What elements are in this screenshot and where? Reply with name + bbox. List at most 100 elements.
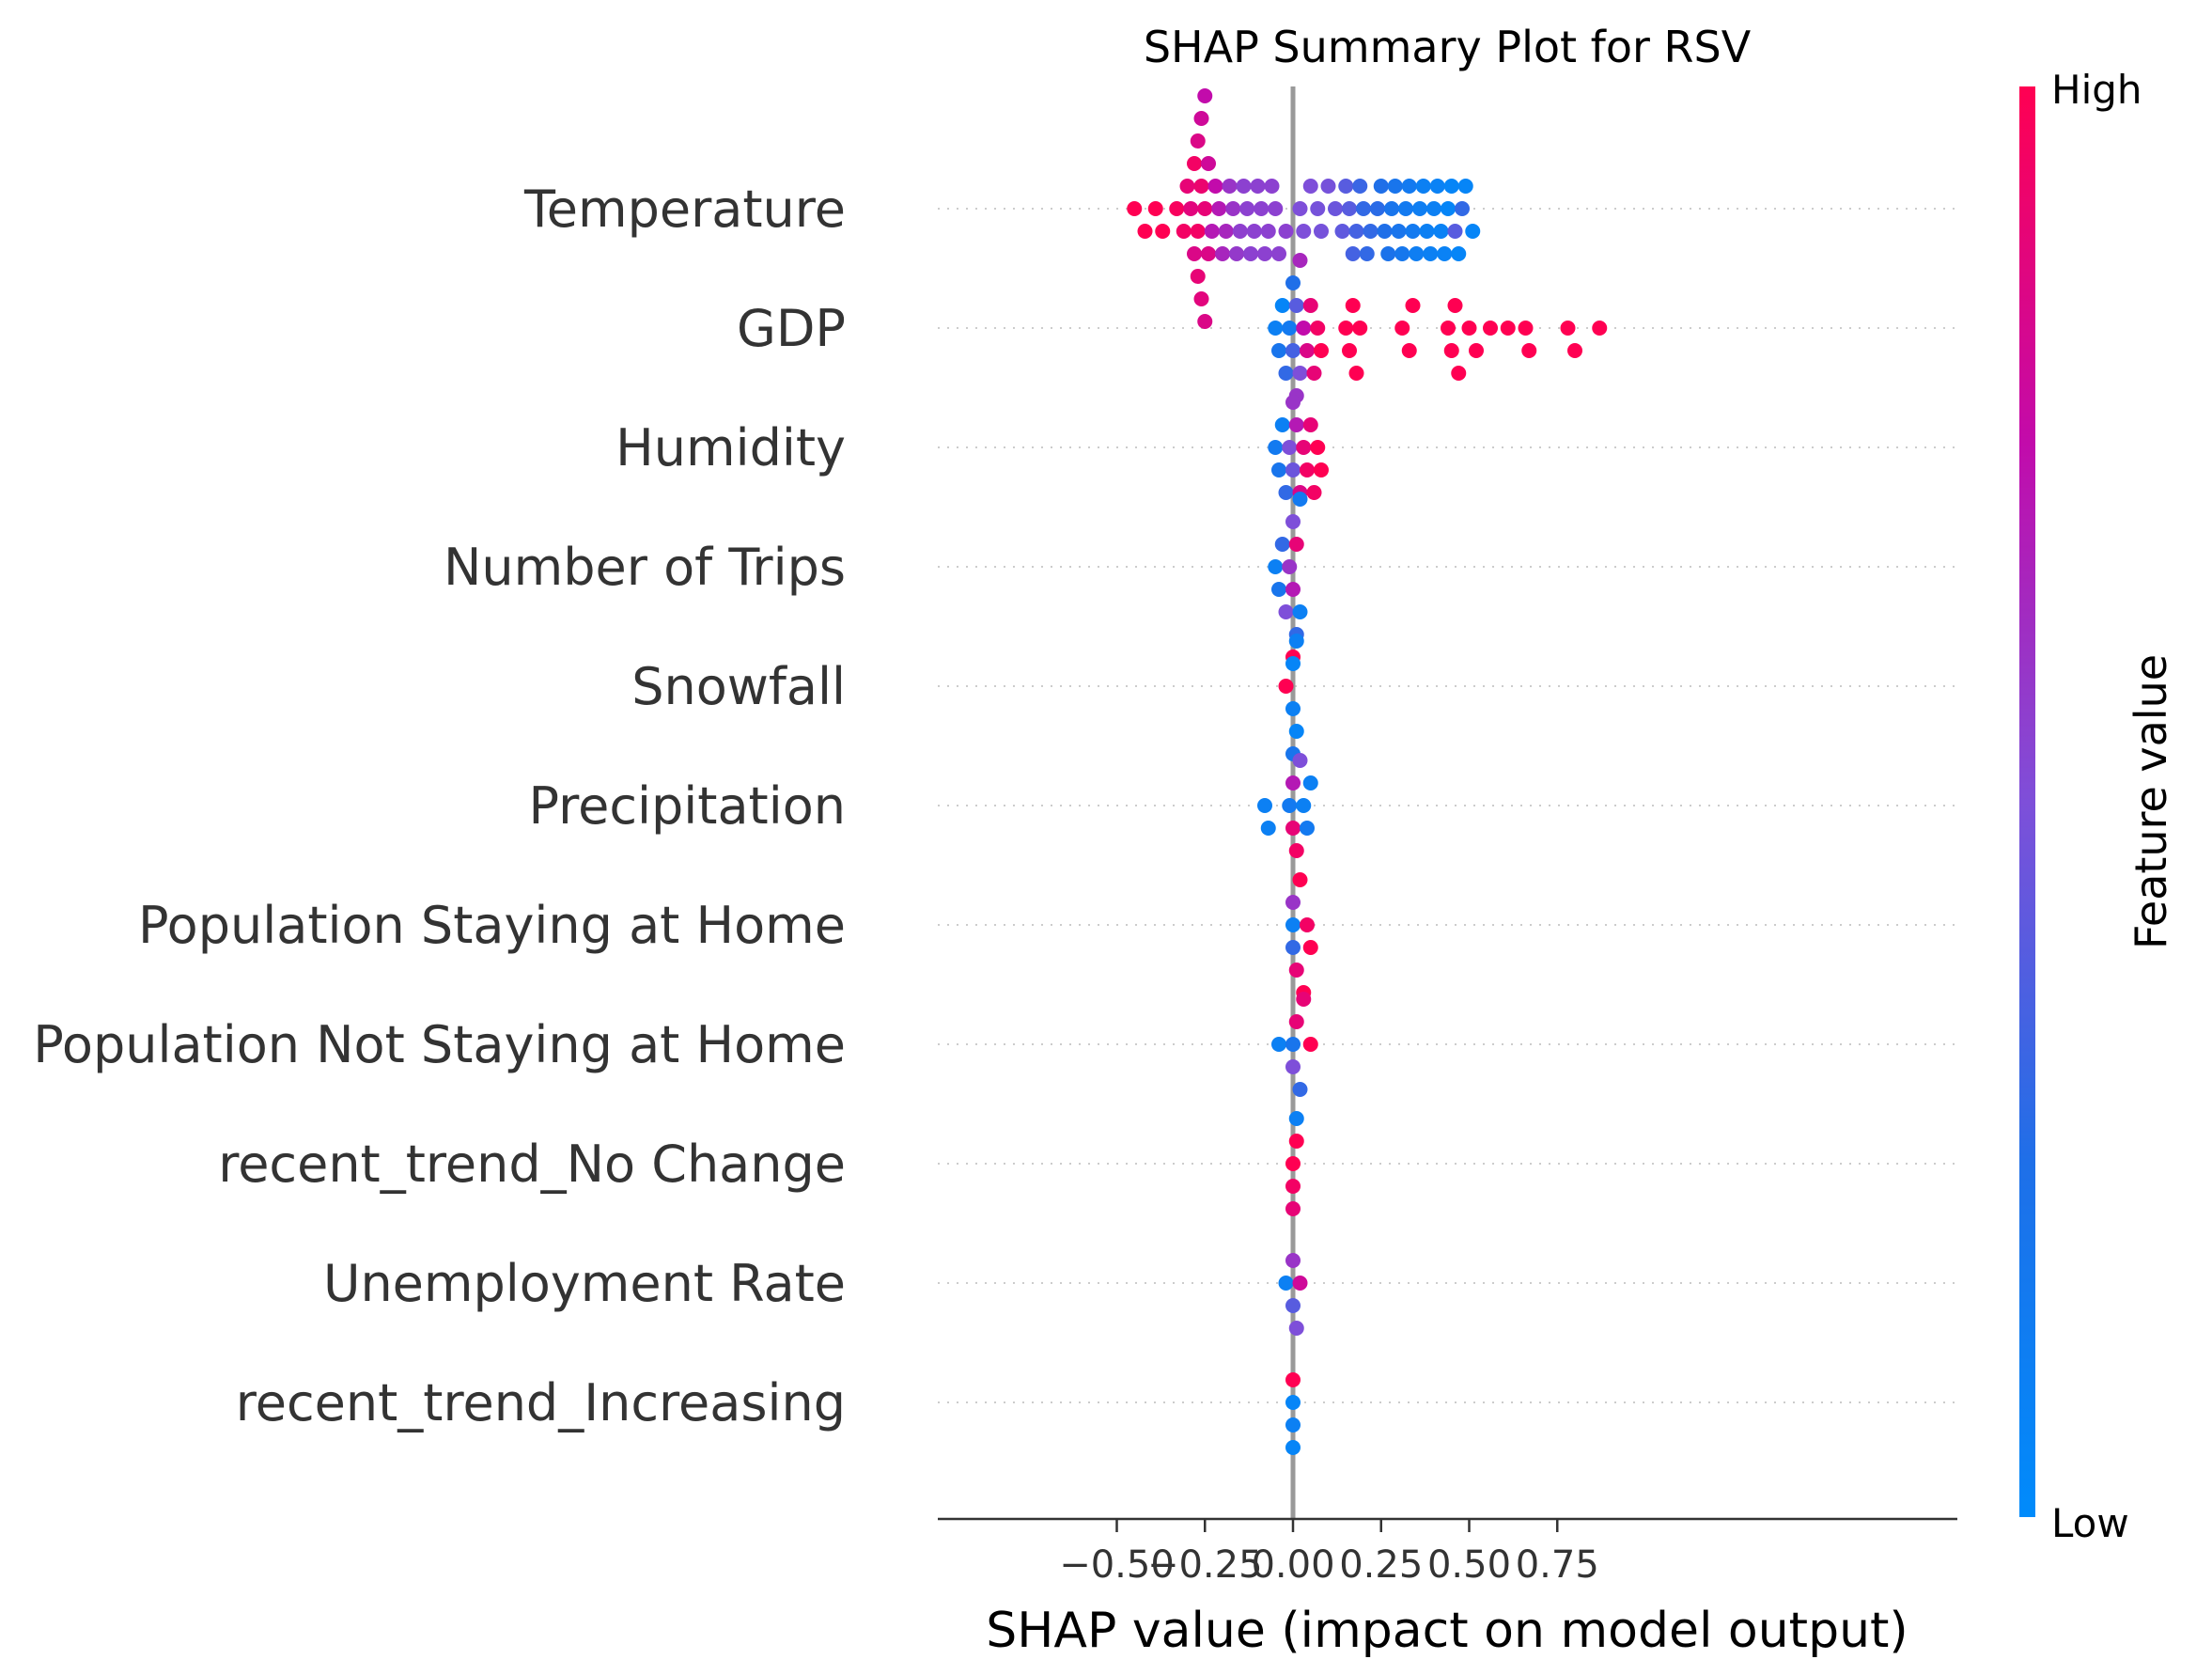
shap-points — [1127, 88, 1608, 1455]
shap-point — [1190, 133, 1206, 149]
shap-point — [1201, 246, 1216, 261]
shap-point — [1288, 1321, 1304, 1336]
shap-point — [1229, 246, 1244, 261]
shap-point — [1288, 634, 1304, 649]
shap-point — [1567, 343, 1582, 358]
shap-point — [1398, 201, 1413, 216]
shap-point — [1285, 895, 1301, 910]
shap-point — [1193, 111, 1209, 126]
shap-point — [1285, 343, 1301, 358]
feature-label: Population Not Staying at Home — [33, 1015, 846, 1074]
shap-point — [1285, 1298, 1301, 1313]
shap-point — [1345, 298, 1361, 313]
shap-point — [1264, 179, 1280, 194]
shap-point — [1147, 201, 1163, 216]
shap-point — [1282, 321, 1298, 336]
feature-row-guides — [938, 208, 1957, 1403]
shap-point — [1257, 246, 1272, 261]
shap-point — [1296, 224, 1312, 239]
shap-point — [1268, 321, 1284, 336]
shap-point — [1288, 537, 1304, 552]
shap-point — [1352, 179, 1368, 194]
shap-point — [1211, 201, 1227, 216]
shap-point — [1236, 179, 1252, 194]
shap-point — [1250, 179, 1266, 194]
shap-point — [1387, 179, 1403, 194]
shap-point — [1433, 224, 1449, 239]
shap-point — [1271, 246, 1286, 261]
shap-point — [1352, 321, 1368, 336]
feature-labels: Temperature GDP Humidity Number of Trips Sno… — [33, 180, 846, 1432]
shap-point — [1342, 343, 1357, 358]
shap-point — [1338, 179, 1354, 194]
shap-point — [1441, 321, 1456, 336]
shap-point — [1314, 462, 1329, 477]
feature-label: Temperature — [523, 180, 846, 239]
feature-label: GDP — [737, 299, 846, 358]
x-tick-label: 0.50 — [1427, 1543, 1511, 1587]
shap-point — [1560, 321, 1576, 336]
shap-point — [1409, 246, 1425, 261]
shap-point — [1246, 224, 1262, 239]
shap-point — [1288, 417, 1304, 432]
shap-point — [1288, 724, 1304, 739]
shap-point — [1302, 1037, 1318, 1052]
shap-point — [1394, 321, 1410, 336]
shap-point — [1441, 201, 1456, 216]
shap-point — [1302, 775, 1318, 791]
shap-point — [1285, 940, 1301, 955]
shap-point — [1268, 201, 1284, 216]
x-tick-label: −0.50 — [1059, 1543, 1175, 1587]
shap-point — [1285, 821, 1301, 836]
shap-point — [1278, 1276, 1294, 1291]
shap-point — [1429, 179, 1445, 194]
shap-point — [1391, 224, 1407, 239]
shap-point — [1225, 201, 1241, 216]
shap-point — [1274, 417, 1290, 432]
shap-point — [1288, 843, 1304, 858]
shap-point — [1469, 343, 1484, 358]
shap-point — [1222, 179, 1238, 194]
shap-point — [1314, 224, 1329, 239]
shap-point — [1310, 201, 1326, 216]
shap-point — [1342, 201, 1357, 216]
shap-point — [1415, 179, 1431, 194]
feature-label: Precipitation — [528, 776, 846, 836]
shap-point — [1268, 559, 1284, 574]
colorbar-low-label: Low — [2051, 1500, 2129, 1546]
x-axis-ticks: −0.50−0.250.00 0.25 0.50 0.75 — [1059, 1519, 1599, 1587]
x-tick-label: 0.75 — [1516, 1543, 1599, 1587]
x-tick-label: 0.25 — [1339, 1543, 1423, 1587]
shap-point — [1310, 321, 1326, 336]
shap-point — [1356, 201, 1371, 216]
shap-point — [1306, 366, 1322, 381]
shap-point — [1282, 798, 1298, 813]
x-tick-label: −0.25 — [1147, 1543, 1263, 1587]
shap-point — [1285, 275, 1301, 290]
shap-point — [1306, 485, 1322, 500]
shap-point — [1197, 201, 1213, 216]
colorbar-title: Feature value — [2126, 654, 2176, 949]
shap-point — [1282, 440, 1298, 455]
shap-point — [1288, 963, 1304, 978]
shap-point — [1197, 88, 1213, 103]
shap-point — [1423, 246, 1439, 261]
shap-point — [1278, 679, 1294, 694]
shap-point — [1483, 321, 1498, 336]
shap-point — [1300, 343, 1315, 358]
shap-point — [1193, 291, 1209, 306]
shap-point — [1405, 298, 1421, 313]
shap-point — [1437, 246, 1453, 261]
shap-point — [1218, 224, 1234, 239]
shap-point — [1401, 343, 1417, 358]
shap-point — [1268, 440, 1284, 455]
shap-point — [1292, 1082, 1308, 1097]
x-tick-label: 0.00 — [1251, 1543, 1334, 1587]
shap-point — [1285, 775, 1301, 791]
shap-point — [1443, 343, 1459, 358]
x-axis-title: SHAP value (impact on model output) — [986, 1603, 1908, 1659]
shap-point — [1271, 582, 1286, 597]
feature-label: Population Staying at Home — [138, 896, 846, 955]
shap-point — [1274, 537, 1290, 552]
